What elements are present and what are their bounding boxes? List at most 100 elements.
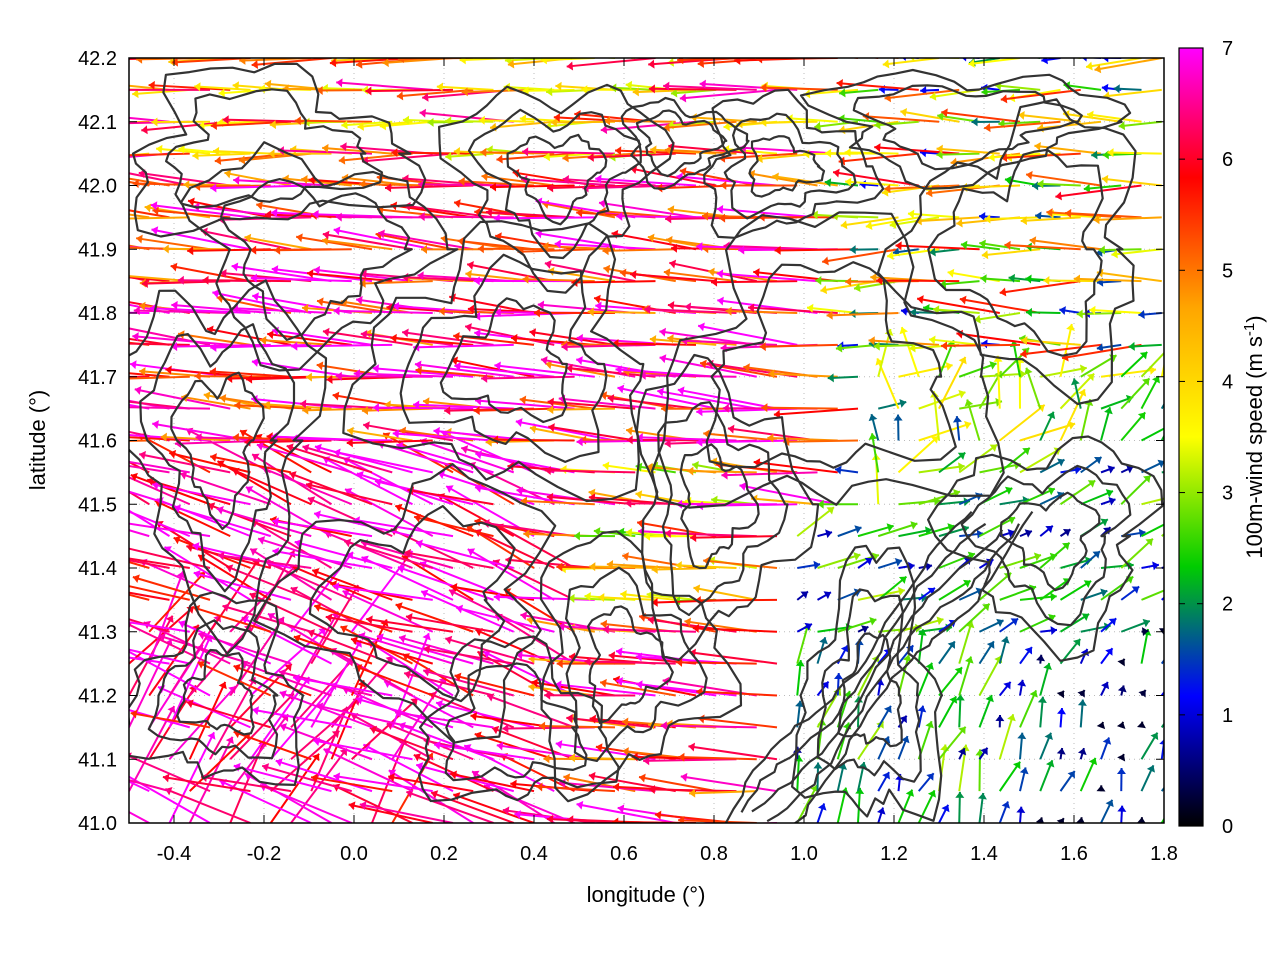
wind-arrow-shaft <box>132 576 211 601</box>
wind-arrow-head <box>853 283 861 293</box>
wind-arrow-shaft <box>768 372 838 378</box>
wind-arrow-head <box>701 211 709 221</box>
wind-arrow-shaft <box>1140 351 1164 378</box>
wind-arrow-shaft <box>150 204 251 219</box>
wind-arrow-shaft <box>566 58 656 68</box>
wind-arrow-head <box>1136 817 1146 823</box>
wind-arrow-shaft <box>347 429 413 442</box>
wind-arrow-head <box>34 57 40 66</box>
wind-arrow-head <box>1050 626 1057 636</box>
wind-arrow-shaft <box>486 694 575 729</box>
wind-arrow-shaft <box>994 84 1041 91</box>
wind-arrow-head <box>1077 699 1087 706</box>
wind-arrow-head <box>568 753 576 763</box>
wind-arrow-head <box>1152 376 1160 384</box>
wind-arrow-head <box>1008 273 1016 283</box>
wind-arrow-head <box>981 339 988 349</box>
wind-arrow-shaft <box>531 680 616 697</box>
wind-arrow-shaft <box>160 435 231 442</box>
y-tick-label: 41.9 <box>78 239 117 261</box>
wind-arrow-head <box>250 273 257 283</box>
wind-arrow-head <box>897 586 905 596</box>
wind-arrow-shaft <box>519 398 595 410</box>
wind-arrow-shaft <box>874 120 919 127</box>
wind-arrow-shaft <box>496 152 575 161</box>
wind-arrow-head <box>267 330 274 340</box>
wind-arrow-head <box>547 405 554 415</box>
wind-arrow-head <box>496 154 503 164</box>
wind-arrow-head <box>1001 801 1011 809</box>
wind-arrow-head <box>28 341 34 350</box>
wind-arrow-shaft <box>483 58 494 59</box>
wind-arrow-head <box>670 243 678 253</box>
wind-arrow-head <box>696 242 703 252</box>
wind-arrow-shaft <box>343 540 434 569</box>
coastline-contour <box>740 522 987 813</box>
wind-arrow-shaft <box>1040 366 1087 378</box>
wind-arrow-head <box>217 551 225 561</box>
wind-arrow-head <box>612 817 619 823</box>
wind-arrow-head <box>1077 690 1085 698</box>
wind-arrow-head <box>963 579 971 588</box>
wind-arrow-head <box>360 330 368 339</box>
wind-arrow-shaft <box>269 753 320 823</box>
wind-arrow-head <box>853 552 861 561</box>
wind-arrow-head <box>1092 551 1100 559</box>
wind-arrow-shaft <box>139 453 231 474</box>
wind-arrow-head <box>533 308 540 318</box>
wind-arrow-head <box>217 460 225 469</box>
wind-arrow-head <box>258 84 265 94</box>
wind-arrow-shaft <box>129 280 130 282</box>
wind-arrow-head <box>302 303 309 313</box>
x-tick-label: 1.0 <box>790 843 818 865</box>
wind-arrow-head <box>1171 411 1179 418</box>
wind-arrow-shaft <box>398 723 494 761</box>
wind-arrow-shaft <box>164 788 251 823</box>
wind-arrow-head <box>356 471 364 480</box>
wind-arrow-head <box>410 698 418 706</box>
wind-arrow-head <box>225 736 234 745</box>
wind-arrow-shaft <box>918 524 955 538</box>
wind-arrow-head <box>902 654 912 662</box>
terrain-contour <box>748 135 826 198</box>
wind-arrow-shaft <box>415 763 515 793</box>
wind-arrow-head <box>941 804 950 813</box>
wind-arrow-shaft <box>173 506 272 538</box>
wind-arrow-head <box>1138 528 1146 538</box>
wind-arrow-head <box>650 145 657 155</box>
wind-arrow-head <box>584 591 591 601</box>
wind-arrow-shaft <box>968 58 1021 66</box>
wind-arrow-head <box>79 418 86 427</box>
wind-arrow-shaft <box>452 793 535 823</box>
wind-arrow-head <box>1079 364 1087 374</box>
wind-arrow-shaft <box>233 764 332 793</box>
wind-arrow-head <box>988 152 995 162</box>
wind-arrow-shaft <box>129 460 150 474</box>
wind-arrow-shaft <box>688 745 778 761</box>
wind-arrow-shaft <box>1063 83 1102 91</box>
wind-arrow-head <box>269 120 276 130</box>
wind-arrow-shaft <box>689 790 757 795</box>
wind-arrow-head <box>258 536 266 545</box>
wind-arrow-shaft <box>1029 239 1102 251</box>
wind-arrow-shaft <box>520 499 595 506</box>
wind-arrow-head <box>795 700 805 708</box>
wind-arrow-shaft <box>244 439 332 444</box>
wind-arrow-head <box>139 450 147 460</box>
wind-arrow-shaft <box>999 554 1042 569</box>
wind-arrow-head <box>663 81 670 91</box>
wind-arrow-shaft <box>262 467 353 506</box>
wind-arrow-head <box>665 214 672 224</box>
wind-arrow-head <box>1089 305 1096 315</box>
wind-arrow-head <box>648 784 655 794</box>
wind-arrow-head <box>93 452 100 461</box>
wind-arrow-head <box>871 552 879 562</box>
wind-arrow-shaft <box>979 372 1026 378</box>
colorbar-tick-label: 3 <box>1222 483 1233 505</box>
wind-arrow-head <box>252 453 260 462</box>
wind-arrow-head <box>359 801 367 810</box>
wind-arrow-head <box>1055 191 1062 201</box>
wind-arrow-shaft <box>524 58 534 59</box>
wind-arrow-shaft <box>716 272 818 283</box>
wind-arrow-head <box>402 115 410 125</box>
